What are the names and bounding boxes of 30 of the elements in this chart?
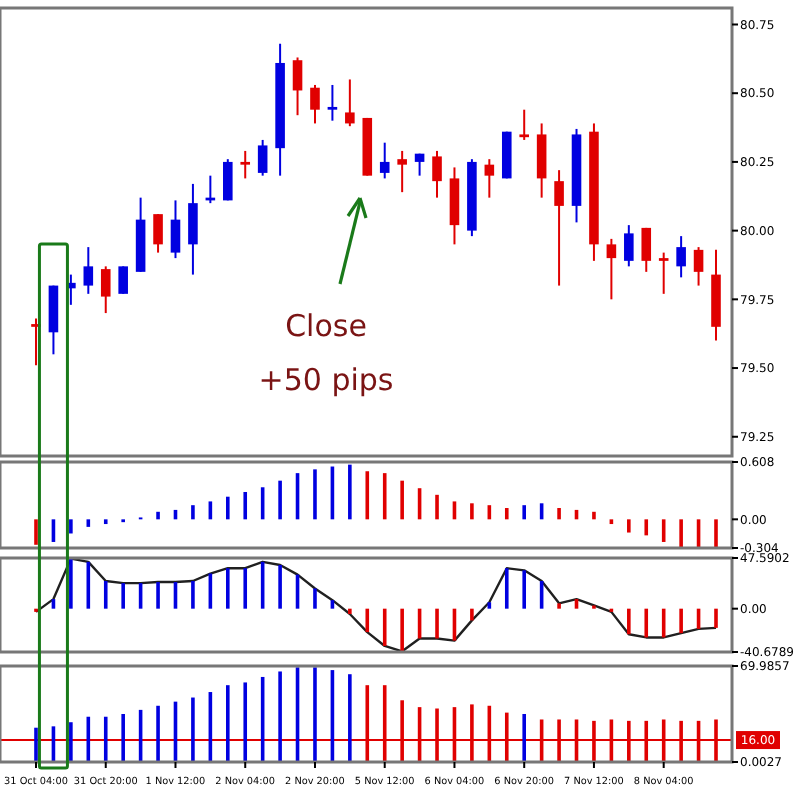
candlestick bbox=[606, 237, 617, 301]
line-series bbox=[34, 557, 718, 653]
candlestick bbox=[257, 138, 268, 177]
candlestick bbox=[484, 158, 495, 199]
candlestick bbox=[83, 246, 94, 295]
annotation: Close +50 pips bbox=[258, 308, 394, 398]
candlestick bbox=[345, 78, 355, 128]
candlestick bbox=[397, 149, 407, 194]
candlestick bbox=[292, 56, 303, 117]
candlestick bbox=[432, 149, 442, 199]
candlestick bbox=[188, 182, 198, 276]
candlestick bbox=[379, 141, 390, 180]
candlestick bbox=[240, 149, 251, 180]
candlestick bbox=[118, 265, 128, 295]
candlestick bbox=[519, 108, 529, 141]
candlestick bbox=[676, 235, 686, 279]
candlestick bbox=[658, 251, 669, 295]
candlestick bbox=[153, 213, 163, 254]
candlestick bbox=[641, 226, 652, 273]
candlestick bbox=[624, 224, 634, 268]
candlestick bbox=[554, 169, 564, 287]
candlestick bbox=[327, 83, 338, 122]
candlestick bbox=[693, 246, 704, 287]
candlestick bbox=[449, 166, 460, 246]
candlestick bbox=[310, 83, 320, 125]
candlestick bbox=[48, 284, 59, 356]
candlestick bbox=[100, 265, 111, 315]
candlestick bbox=[536, 122, 547, 199]
candlestick bbox=[223, 158, 233, 202]
candlestick bbox=[170, 199, 181, 260]
